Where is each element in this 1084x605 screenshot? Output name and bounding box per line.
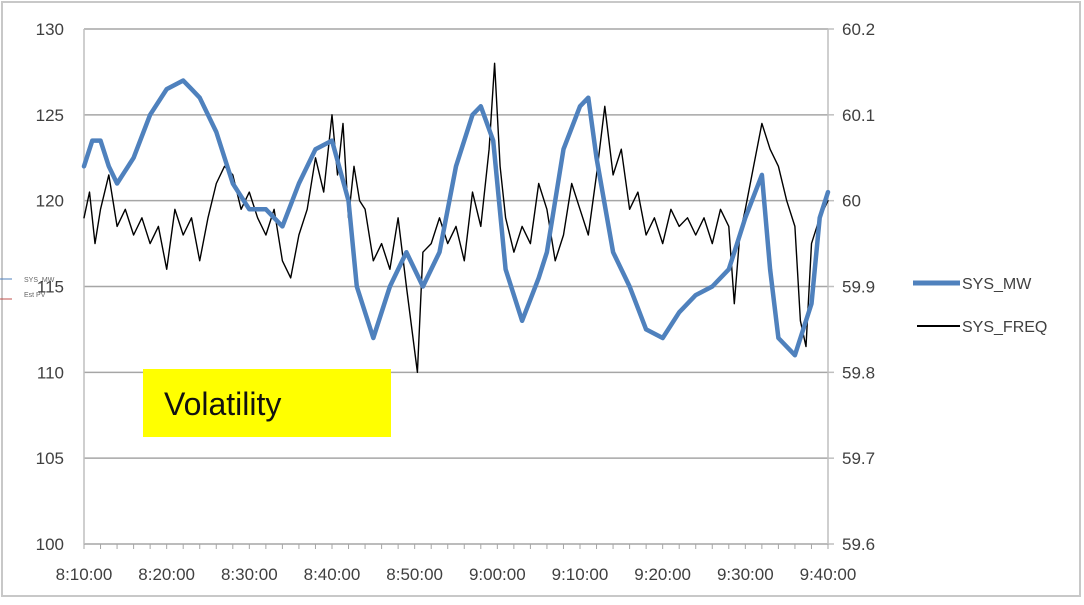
left-tick-label: 110 [37,363,64,382]
x-tick-label: 9:20:00 [634,565,691,584]
right-tick-label: 60.2 [842,20,875,39]
x-tick-label: 8:30:00 [221,565,278,584]
x-tick-label: 9:10:00 [552,565,609,584]
left-axis-labels: 100 105 110 115 120 125 130 [36,20,64,554]
right-tick-label: 59.8 [842,363,875,382]
legend[interactable]: SYS_MW SYS_FREQ [913,276,1047,336]
right-tick-label: 59.6 [842,535,875,554]
legend-label-sys-freq: SYS_FREQ [962,319,1047,336]
left-tick-label: 100 [36,535,64,554]
x-axis-labels: 8:10:00 8:20:00 8:30:00 8:40:00 8:50:00 9:00:… [56,565,857,584]
left-tick-label: 120 [36,192,64,211]
x-tick-label: 8:20:00 [138,565,195,584]
right-tick-label: 60 [842,192,861,211]
mini-legend: SYS_MW Est PV [0,277,55,300]
right-tick-label: 59.9 [842,278,875,297]
callout-box [143,369,391,437]
x-tick-label: 9:40:00 [800,565,857,584]
x-axis-ticks [83,544,829,549]
x-tick-label: 8:10:00 [56,565,113,584]
left-tick-label: 130 [36,20,64,39]
callout-text: Volatility [164,386,281,422]
right-tick-label: 60.1 [842,106,875,125]
x-tick-label: 9:00:00 [469,565,526,584]
legend-label-sys-mw: SYS_MW [962,276,1032,293]
x-tick-label: 8:40:00 [304,565,361,584]
mini-legend-label-1: SYS_MW [24,277,55,284]
volatility-callout: Volatility [143,369,391,437]
right-tick-label: 59.7 [842,449,875,468]
series-line-sys-freq [83,62,829,373]
right-axis-labels: 59.6 59.7 59.8 59.9 60 60.1 60.2 [842,20,875,554]
legend-item-sys-mw[interactable]: SYS_MW [913,276,1032,293]
legend-item-sys-freq[interactable]: SYS_FREQ [917,319,1047,336]
series-layer [81,62,831,373]
x-tick-label: 8:50:00 [386,565,443,584]
x-tick-label: 9:30:00 [717,565,774,584]
left-tick-label: 125 [36,106,64,125]
gridlines [84,28,834,545]
mini-legend-label-2: Est PV [24,292,46,299]
series-line-sys-mw [81,78,831,358]
left-tick-label: 115 [37,278,64,297]
left-tick-label: 105 [36,449,64,468]
